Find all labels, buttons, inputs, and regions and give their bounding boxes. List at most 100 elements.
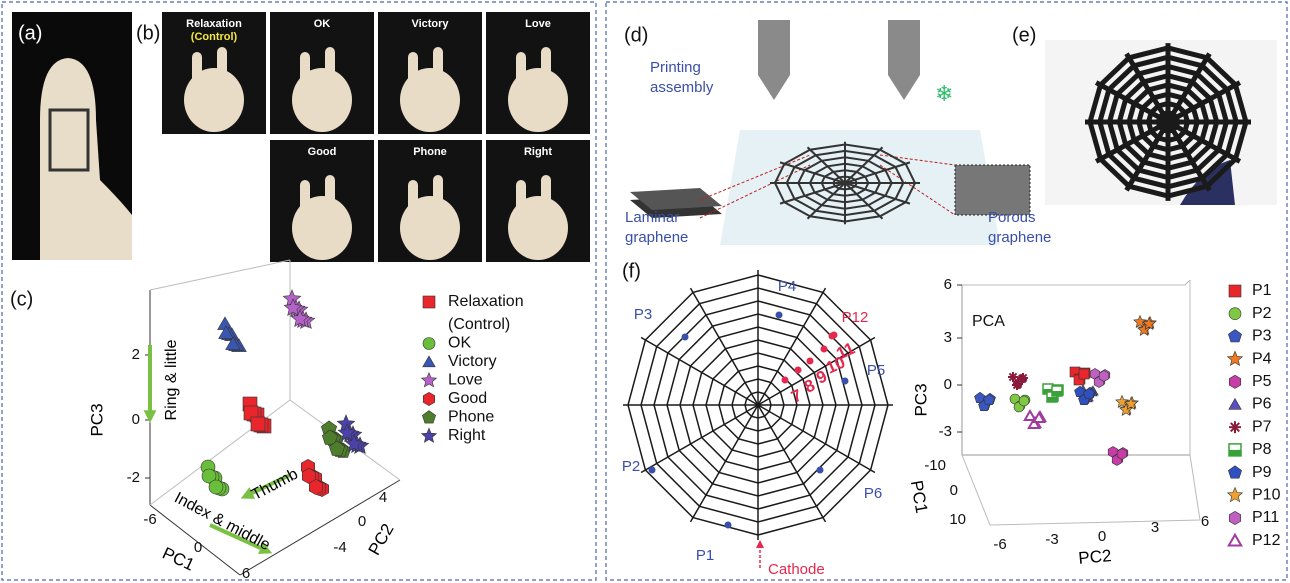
legend-marker (1229, 308, 1241, 320)
nozzle (888, 20, 920, 100)
arrow-head (144, 410, 157, 423)
legend-marker (423, 356, 435, 367)
axis-line (150, 260, 290, 290)
legend-marker (1228, 330, 1241, 343)
legend-label: P5 (1252, 373, 1272, 390)
tick-label: 0 (1098, 528, 1106, 545)
cathode-label: Cathode (768, 561, 825, 578)
legend-label: P11 (1252, 509, 1279, 526)
tick-label: -2 (127, 469, 140, 486)
arrow-head (756, 540, 764, 548)
legend-marker (1229, 285, 1241, 297)
glove (300, 180, 310, 220)
axis (962, 455, 1200, 525)
glove (541, 47, 551, 92)
legend-label: P9 (1252, 464, 1272, 481)
sequence-label: 7 (788, 385, 805, 406)
legend-marker (422, 428, 437, 442)
panel-label: (c) (10, 288, 33, 310)
tick-label: 0 (132, 411, 140, 428)
sensor-point (831, 332, 838, 339)
tick-label: 2 (132, 346, 140, 363)
sensor-point (795, 367, 802, 374)
legend-label: Relaxation (448, 293, 524, 310)
tick-label: -3 (939, 423, 952, 440)
sensor-point (776, 312, 783, 319)
panel-label: (e) (1012, 24, 1036, 46)
legend-label: (Control) (448, 316, 510, 333)
legend-label: Right (448, 427, 486, 444)
photo-label: Victory (411, 18, 449, 30)
legend-marker (1229, 450, 1241, 456)
legend-label: P10 (1252, 487, 1281, 504)
panel-label: (d) (624, 24, 648, 46)
tick-label: 6 (242, 565, 250, 582)
tick-label: 6 (944, 276, 952, 293)
legend-label: OK (448, 335, 471, 352)
annotation: Thumb (249, 466, 301, 504)
schematic-label: graphene (988, 229, 1051, 246)
cluster-marker (1117, 449, 1127, 460)
legend-marker (1229, 535, 1241, 546)
legend-marker (423, 338, 435, 350)
axis-label: PC2 (365, 520, 398, 558)
tick-label: 0 (950, 482, 958, 499)
sensor-point (842, 378, 849, 385)
photo-label: Relaxation (186, 18, 242, 30)
point-label: P2 (622, 458, 640, 475)
point-label: P6 (864, 485, 882, 502)
legend-label: P2 (1252, 305, 1272, 322)
sensor-point (782, 377, 789, 384)
panel-label: (f) (622, 260, 641, 282)
tick-label: -10 (924, 457, 946, 474)
cluster-marker (1052, 391, 1062, 396)
tick-label: -3 (1045, 531, 1058, 548)
cluster-marker (1047, 397, 1057, 402)
tick-label: 0 (358, 513, 366, 530)
axis-label: PC2 (1078, 546, 1113, 568)
glove (516, 180, 526, 220)
photo-label: OK (314, 18, 331, 30)
legend-marker (1229, 511, 1240, 524)
tick-label: 4 (379, 489, 387, 506)
glove (516, 52, 526, 92)
tick-label: 0 (944, 376, 952, 393)
glove (408, 180, 418, 220)
axis (962, 280, 1190, 285)
legend-label: Victory (448, 353, 497, 370)
photo-sublabel: (Control) (191, 31, 238, 43)
photo-label: Right (524, 146, 552, 158)
tick-label: -6 (993, 536, 1006, 553)
tick-label: 3 (1151, 519, 1159, 536)
porous-graphene (955, 165, 1030, 215)
sensor-point (725, 522, 732, 529)
cold-icon: ❄ (935, 81, 953, 106)
schematic-label: Porous (988, 209, 1036, 226)
legend-marker (1228, 488, 1243, 502)
sensor-point (807, 358, 814, 365)
plot-title: PCA (972, 313, 1005, 330)
cluster-marker (1079, 369, 1089, 379)
point-label: P5 (867, 362, 885, 379)
cluster-marker (251, 417, 265, 431)
legend-marker (422, 373, 437, 387)
glove (300, 52, 310, 92)
point-label: P4 (778, 278, 796, 295)
legend-marker (1229, 399, 1241, 410)
legend-label: Phone (448, 409, 494, 426)
legend-label: P1 (1252, 282, 1272, 299)
annotation: Ring & little (163, 339, 180, 420)
tick-label: -4 (333, 539, 346, 556)
schematic-label: Laminar (625, 209, 679, 226)
legend-marker (1229, 375, 1240, 388)
schematic-label: Printing (650, 59, 701, 76)
axis-label: PC1 (907, 479, 931, 515)
glove (217, 47, 227, 92)
page: { "panel_labels": ["(a)", "(b)", "(c)", … (0, 0, 1290, 583)
photo-label: Love (525, 18, 551, 30)
sensor-point (649, 467, 656, 474)
point-label: P3 (634, 306, 652, 323)
point-label: P1 (696, 547, 714, 564)
glove (433, 175, 443, 220)
tick-label: 3 (944, 329, 952, 346)
